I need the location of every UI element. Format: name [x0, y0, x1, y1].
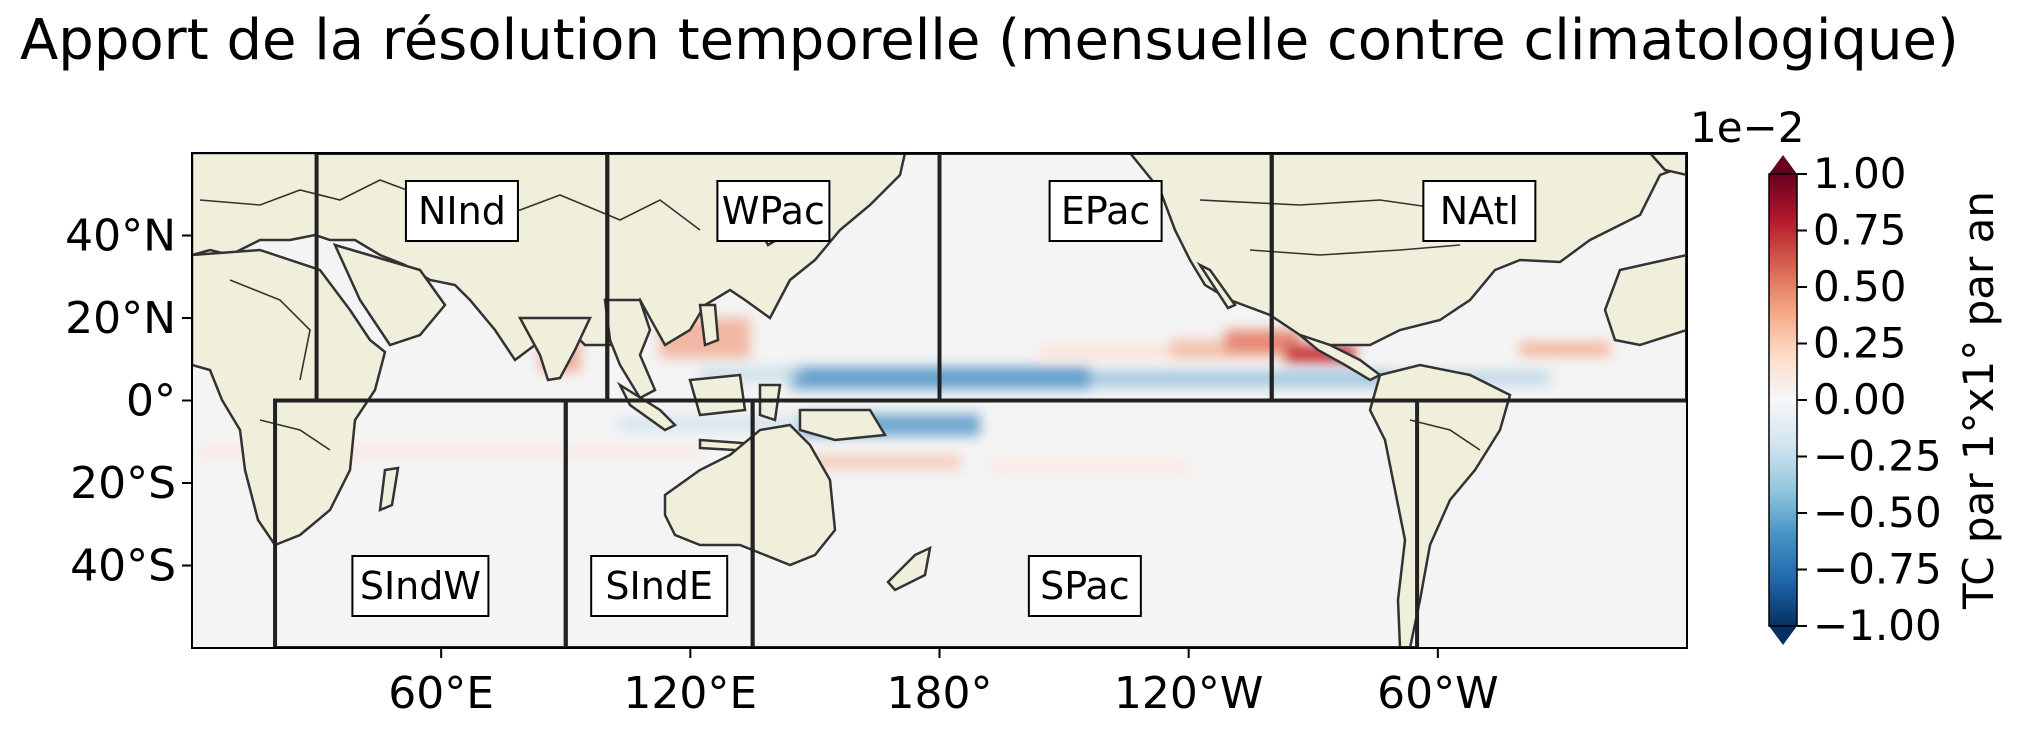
colorbar-tick-label: 0.00	[1813, 375, 1907, 424]
colorbar-tick-label: 1.00	[1813, 149, 1907, 198]
colorbar-exponent: 1e−2	[1690, 103, 1804, 152]
lat-tick-label: 40°N	[65, 211, 176, 262]
colorbar-tick-label: 0.75	[1813, 206, 1907, 255]
madagascar-landmass	[378, 466, 400, 512]
lon-tick-label: 120°W	[1114, 668, 1264, 719]
lat-tick-label: 20°N	[65, 293, 176, 344]
colorbar-extend-min-arrow	[1769, 626, 1797, 645]
west-africa-landmass	[1603, 253, 1687, 347]
region-label-sindw: SIndW	[360, 564, 481, 608]
region-label-wpac: WPac	[722, 189, 825, 233]
region-label-box	[351, 555, 490, 617]
region-label-nind: NInd	[418, 189, 506, 233]
colorbar-tick-label: −0.75	[1813, 545, 1942, 594]
india-landmass	[517, 316, 592, 382]
colorbar-extend-max-arrow	[1769, 155, 1797, 174]
region-label-box	[1048, 180, 1163, 242]
philippines-landmass	[698, 303, 720, 347]
colorbar-tick-label: −0.25	[1813, 432, 1942, 481]
arabia-landmass	[332, 243, 447, 347]
lon-tick-label: 180°	[887, 668, 993, 719]
region-label-box	[1027, 555, 1142, 617]
lat-tick-label: 40°S	[70, 541, 176, 592]
south-america-landmass	[1368, 363, 1512, 648]
region-label-box	[1422, 180, 1537, 242]
colorbar-tick-label: −0.50	[1813, 488, 1942, 537]
region-label-epac: EPac	[1061, 189, 1150, 233]
colorbar-ticks: 1.00 0.75 0.50 0.25 0.00 −0.25 −0.50 −0.75 −1.00	[1797, 149, 1942, 650]
colorbar-label: TC par 1°x1° par an	[1954, 191, 2003, 610]
region-labels: NInd WPac EPac NAtl SIndW SIndE SPac	[351, 180, 1537, 617]
lat-tick-label: 20°S	[70, 458, 176, 509]
indonesia-landmass	[616, 373, 888, 454]
greenland-landmass	[1648, 153, 1687, 177]
longitude-axis: 60°E 120°E 180° 120°W 60°W	[388, 648, 1499, 719]
colorbar-tick-label: −1.00	[1813, 601, 1942, 650]
lon-tick-label: 60°E	[388, 668, 494, 719]
lon-tick-label: 120°E	[623, 668, 757, 719]
map-panel: NInd WPac EPac NAtl SIndW SIndE SPac	[191, 152, 1688, 649]
latitude-axis: 40°N 20°N 0° 20°S 40°S	[65, 211, 192, 592]
southeast-asia-landmass	[603, 298, 657, 400]
new-zealand-landmass	[886, 545, 932, 592]
africa-landmass	[192, 248, 387, 547]
region-label-natl: NAtl	[1440, 189, 1519, 233]
figure-title: Apport de la résolution temporelle (mens…	[20, 8, 1959, 73]
colorbar-tick-label: 0.50	[1813, 262, 1907, 311]
region-label-sinde: SIndE	[605, 564, 713, 608]
region-label-spac: SPac	[1040, 564, 1130, 608]
lon-tick-label: 60°W	[1377, 668, 1499, 719]
australia-landmass	[663, 423, 837, 567]
colorbar-tick-label: 0.25	[1813, 319, 1907, 368]
lat-tick-label: 0°	[126, 376, 176, 427]
region-label-box	[590, 555, 729, 617]
region-label-box	[404, 180, 519, 242]
central-america-landmass	[1299, 333, 1383, 382]
region-boxes	[273, 153, 1687, 648]
baja-landmass	[1196, 261, 1237, 310]
region-label-box	[716, 180, 831, 242]
region-box-spac	[750, 398, 1420, 648]
colorbar-gradient	[1769, 174, 1797, 626]
colorbar: 1e−2 1.00 0.75 0.50 0.25 0.00 −0.25 −0.50 −0.75…	[1690, 103, 2003, 650]
